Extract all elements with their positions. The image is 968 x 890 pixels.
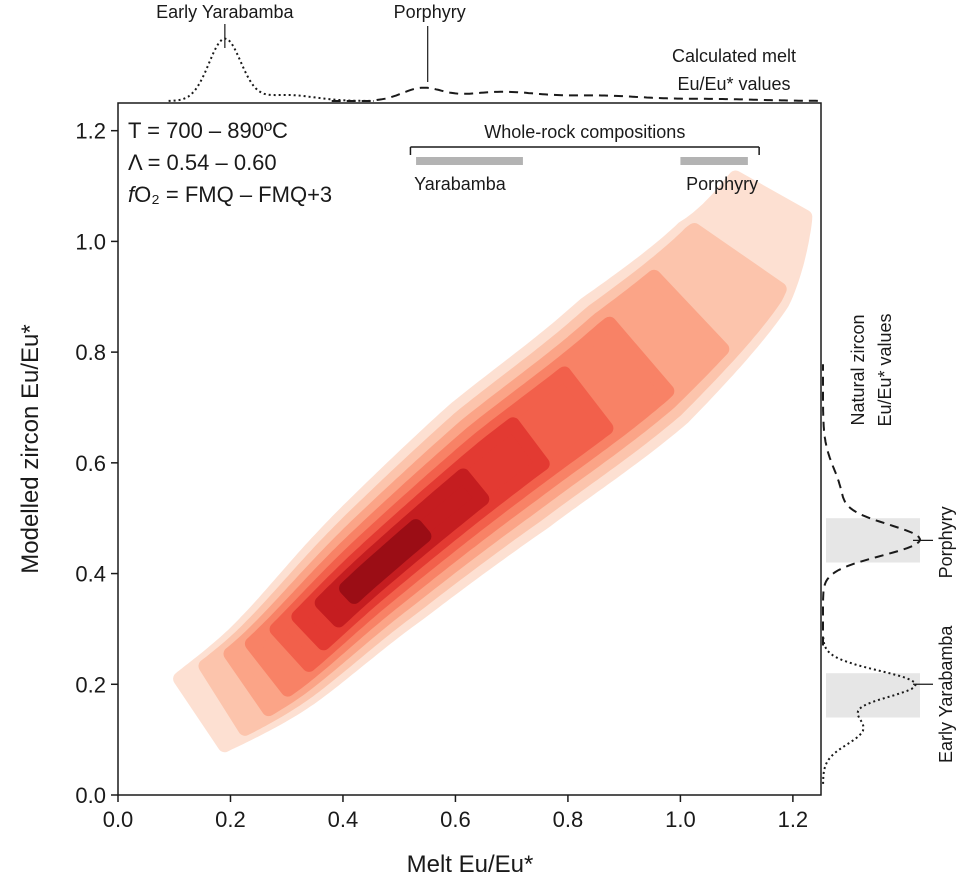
right-marginal-porphyry-curve bbox=[822, 364, 922, 646]
whole-rock-label-porphyry: Porphyry bbox=[686, 174, 758, 194]
fo2-label: fO₂ = FMQ – FMQ+3 bbox=[128, 182, 332, 207]
y-tick-label: 1.0 bbox=[75, 229, 106, 254]
conditions-annotation: T = 700 – 890ºC Λ = 0.54 – 0.60 fO₂ = FM… bbox=[128, 118, 332, 207]
top-marginal-porphyry-curve bbox=[331, 86, 821, 102]
x-tick-label: 1.2 bbox=[778, 807, 809, 832]
y-axis-ticks: 0.0 0.2 0.4 0.6 0.8 1.0 1.2 bbox=[75, 119, 118, 808]
right-porphyry-label: Porphyry bbox=[936, 506, 956, 578]
x-tick-label: 0.4 bbox=[328, 807, 359, 832]
y-axis-label: Modelled zircon Eu/Eu* bbox=[17, 324, 44, 573]
lambda-label: Λ = 0.54 – 0.60 bbox=[128, 150, 277, 175]
x-tick-label: 1.0 bbox=[665, 807, 696, 832]
y-tick-label: 1.2 bbox=[75, 119, 106, 144]
x-axis-ticks: 0.0 0.2 0.4 0.6 0.8 1.0 1.2 bbox=[103, 795, 808, 832]
x-tick-label: 0.6 bbox=[440, 807, 471, 832]
right-band-early-yarabamba bbox=[826, 673, 920, 718]
whole-rock-compositions: Whole-rock compositions Yarabamba Porphy… bbox=[409, 122, 760, 194]
right-band-porphyry bbox=[826, 518, 920, 563]
whole-rock-label-yarabamba: Yarabamba bbox=[414, 174, 507, 194]
x-tick-label: 0.8 bbox=[553, 807, 584, 832]
top-marginal-density: Early Yarabamba Porphyry Calculated melt… bbox=[156, 2, 821, 102]
top-marginal-title-line1: Calculated melt bbox=[672, 46, 796, 66]
top-marginal-title-line2: Eu/Eu* values bbox=[677, 74, 790, 94]
fo2-rest: O₂ = FMQ – FMQ+3 bbox=[134, 182, 332, 207]
temperature-label: T = 700 – 890ºC bbox=[128, 118, 288, 143]
y-tick-label: 0.2 bbox=[75, 672, 106, 697]
right-early-yarabamba-label: Early Yarabamba bbox=[936, 625, 956, 763]
whole-rock-title: Whole-rock compositions bbox=[484, 122, 685, 142]
density-contours bbox=[173, 170, 813, 753]
right-marginal-title-line2: Eu/Eu* values bbox=[875, 313, 895, 426]
density-level-8 bbox=[339, 519, 432, 604]
right-marginal-title-line1: Natural zircon bbox=[848, 314, 868, 425]
top-early-yarabamba-label: Early Yarabamba bbox=[156, 2, 294, 22]
plot-frame bbox=[117, 102, 822, 796]
y-tick-label: 0.0 bbox=[75, 783, 106, 808]
x-axis-label: Melt Eu/Eu* bbox=[407, 851, 534, 878]
y-tick-label: 0.6 bbox=[75, 451, 106, 476]
x-tick-label: 0.0 bbox=[103, 807, 134, 832]
y-tick-label: 0.8 bbox=[75, 340, 106, 365]
y-tick-label: 0.4 bbox=[75, 562, 106, 587]
right-marginal-early-yarabamba-curve bbox=[822, 635, 917, 784]
top-porphyry-label: Porphyry bbox=[394, 2, 466, 22]
top-marginal-early-yarabamba-curve bbox=[168, 37, 374, 102]
right-marginal-density: Porphyry Early Yarabamba Natural zircon … bbox=[822, 313, 956, 784]
fo2-italic-f: f bbox=[128, 182, 137, 207]
x-tick-label: 0.2 bbox=[215, 807, 246, 832]
